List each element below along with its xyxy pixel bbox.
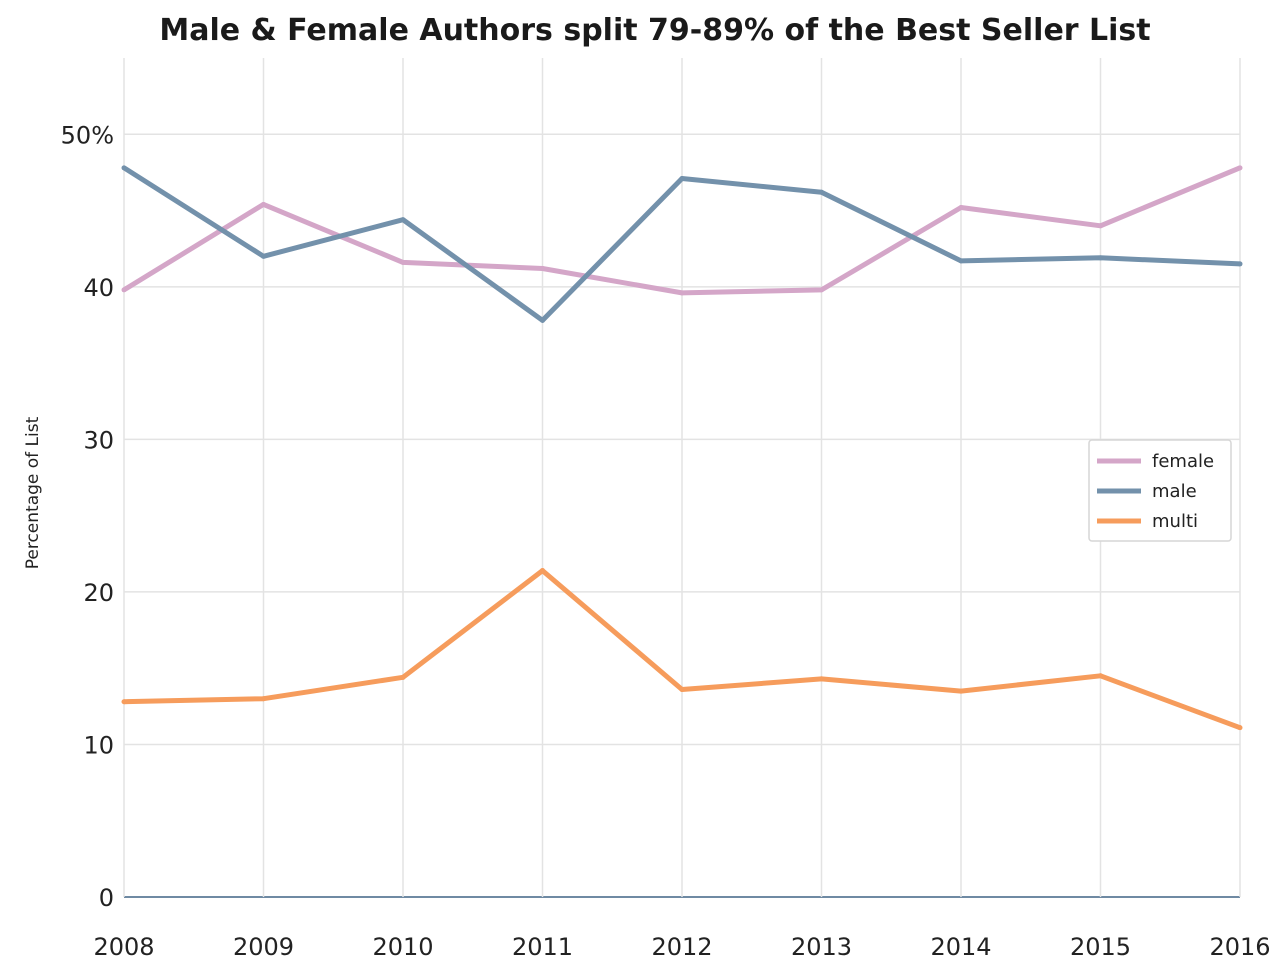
data-point-female (819, 287, 824, 293)
y-axis-label: Percentage of List (23, 416, 43, 569)
y-tick-label: 30 (83, 426, 114, 454)
data-point-female (400, 259, 406, 265)
legend-label-male: male (1152, 481, 1197, 502)
data-point-multi (261, 696, 266, 702)
data-point-female (958, 204, 964, 210)
data-point-female (121, 287, 127, 293)
y-tick-label: 20 (83, 579, 114, 607)
data-point-female (1237, 165, 1243, 171)
x-tick-label: 2013 (791, 933, 852, 961)
x-tick-label: 2011 (512, 933, 573, 961)
legend: female male multi (1088, 439, 1232, 542)
x-tick-label: 2008 (93, 933, 154, 961)
data-point-male (261, 253, 266, 259)
data-point-female (679, 290, 685, 296)
x-axis-ticks: 2008 2009 2010 2011 2012 2013 2014 2015 2016 (93, 933, 1270, 961)
y-tick-label: 10 (83, 731, 114, 759)
data-point-male (1237, 261, 1243, 267)
legend-box (1088, 439, 1232, 542)
data-point-multi (400, 674, 406, 680)
grid-lines (123, 58, 1241, 898)
x-tick-label: 2016 (1209, 933, 1270, 961)
x-tick-label: 2015 (1070, 933, 1131, 961)
data-point-male (400, 217, 406, 223)
data-point-multi (819, 676, 824, 682)
y-tick-label: 0 (99, 884, 114, 912)
y-tick-label: 50% (61, 121, 114, 149)
x-tick-label: 2010 (372, 933, 433, 961)
legend-label-female: female (1152, 451, 1214, 472)
series-female (121, 165, 1243, 296)
y-axis-ticks: 0 10 20 30 40 50% (61, 121, 114, 912)
x-tick-label: 2014 (930, 933, 991, 961)
data-point-multi (540, 568, 545, 574)
data-point-male (1098, 255, 1103, 261)
data-point-female (540, 266, 545, 272)
data-point-multi (958, 688, 964, 694)
data-point-male (540, 317, 545, 323)
x-tick-label: 2012 (651, 933, 712, 961)
series-male (121, 165, 1243, 323)
data-point-multi (679, 687, 685, 693)
data-point-multi (1098, 673, 1103, 679)
legend-items: female male multi (1097, 451, 1214, 532)
data-point-multi (121, 699, 127, 705)
data-point-female (261, 201, 266, 207)
chart-title: Male & Female Authors split 79-89% of th… (159, 13, 1150, 48)
legend-label-multi: multi (1152, 511, 1198, 532)
data-point-female (1098, 223, 1103, 229)
data-point-male (819, 189, 824, 195)
data-point-male (679, 176, 685, 182)
series-multi (121, 568, 1243, 731)
x-tick-label: 2009 (233, 933, 294, 961)
data-point-male (958, 258, 964, 264)
series-lines (121, 165, 1243, 731)
data-point-male (121, 165, 127, 171)
y-tick-label: 40 (83, 274, 114, 302)
data-point-multi (1237, 725, 1243, 731)
